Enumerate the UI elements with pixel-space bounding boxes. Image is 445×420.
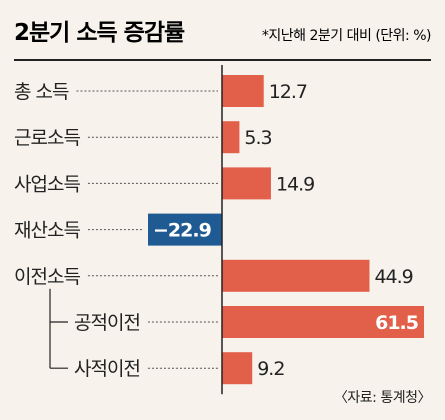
plot-area: 총 소득 12.7 근로소득 5.3 사업소득 14.9 재산소득 −22.9 이전소득 44.9… bbox=[14, 65, 424, 395]
value-label: 12.7 bbox=[269, 81, 307, 103]
category-label: 근로소득 bbox=[14, 127, 80, 149]
category-label: 이전소득 bbox=[14, 266, 80, 288]
bar bbox=[222, 75, 264, 107]
chart-source: 〈자료: 통계청〉 bbox=[334, 390, 431, 406]
category-label: 사업소득 bbox=[14, 173, 80, 195]
bar bbox=[222, 121, 240, 154]
category-label: 공적이전 bbox=[74, 312, 140, 334]
bar bbox=[222, 306, 424, 338]
category-label: 총 소득 bbox=[14, 81, 69, 103]
value-label: 9.2 bbox=[257, 358, 284, 380]
chart-title: 2분기 소득 증감률 bbox=[14, 20, 185, 46]
value-label: 61.5 bbox=[375, 312, 418, 334]
value-label: −22.9 bbox=[153, 220, 211, 242]
bar bbox=[222, 352, 253, 385]
bar bbox=[222, 259, 370, 292]
chart-subtitle: *지난해 2분기 대비 (단위: %) bbox=[262, 28, 431, 44]
bar bbox=[148, 213, 222, 246]
category-label: 재산소득 bbox=[14, 220, 80, 242]
category-label: 사적이전 bbox=[74, 358, 140, 380]
bar bbox=[222, 167, 271, 200]
value-label: 5.3 bbox=[244, 127, 271, 149]
value-label: 14.9 bbox=[276, 173, 314, 195]
value-label: 44.9 bbox=[374, 266, 412, 288]
